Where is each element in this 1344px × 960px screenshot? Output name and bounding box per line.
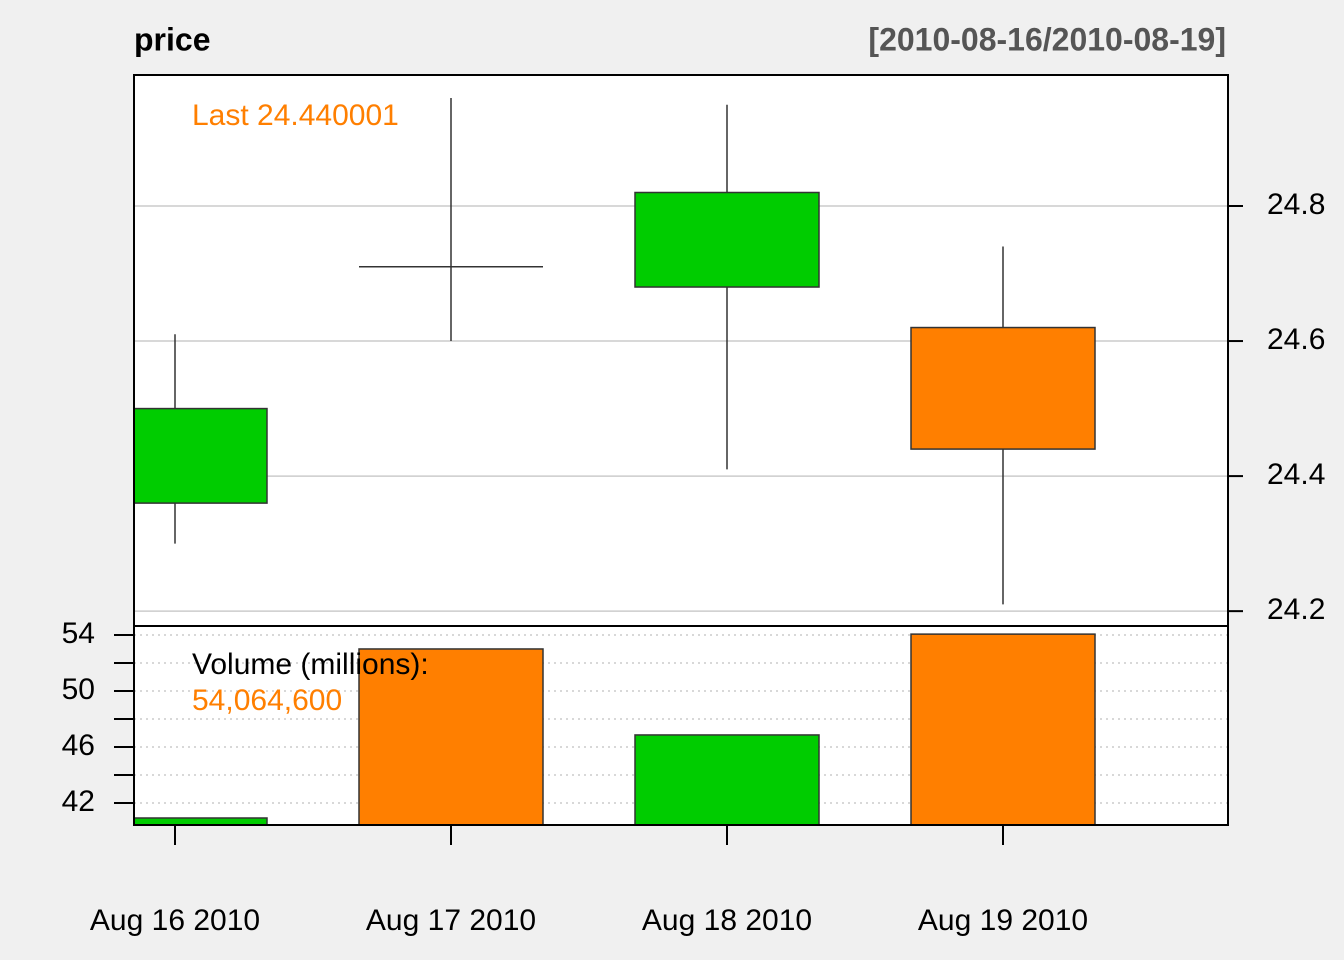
x-tick-label: Aug 16 2010 <box>90 904 260 937</box>
volume-title: Volume (millions): <box>192 648 429 681</box>
volume-y-tick-label: 42 <box>62 785 95 818</box>
x-tick-label: Aug 19 2010 <box>918 904 1088 937</box>
volume-y-tick-label: 46 <box>62 729 95 762</box>
y-tick-label: 24.2 <box>1267 593 1325 626</box>
y-tick-label: 24.4 <box>1267 458 1325 491</box>
last-price: Last 24.440001 <box>192 99 399 132</box>
volume-marks <box>134 633 1096 825</box>
y-tick-label: 24.8 <box>1267 188 1325 221</box>
volume-bar <box>910 633 1096 825</box>
candle-body <box>910 326 1096 450</box>
chart-title: price <box>134 21 210 57</box>
volume-bar <box>358 648 544 825</box>
y-tick-label: 24.6 <box>1267 323 1325 356</box>
x-tick-label: Aug 18 2010 <box>642 904 812 937</box>
date-range: [2010-08-16/2010-08-19] <box>868 21 1226 57</box>
volume-last: 54,064,600 <box>192 684 342 717</box>
candle-body <box>634 191 820 288</box>
x-tick-label: Aug 17 2010 <box>366 904 536 937</box>
volume-bar <box>634 734 820 825</box>
volume-y-tick-label: 54 <box>62 617 95 650</box>
volume-bar <box>134 817 268 825</box>
volume-panel-border <box>133 625 1229 826</box>
candle-body <box>134 407 268 504</box>
price-marks <box>134 97 1096 605</box>
volume-y-tick-label: 50 <box>62 673 95 706</box>
